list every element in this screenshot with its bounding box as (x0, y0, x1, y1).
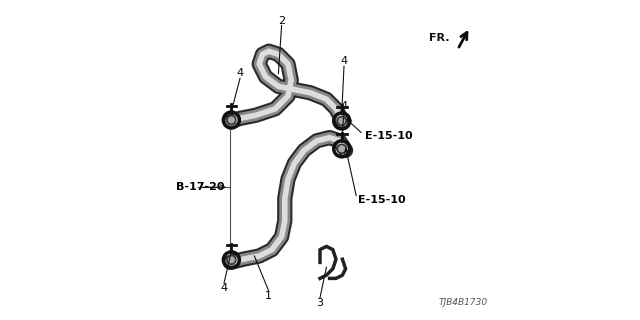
Text: 4: 4 (340, 56, 348, 66)
Text: E-15-10: E-15-10 (365, 131, 412, 141)
Circle shape (227, 116, 236, 124)
FancyArrowPatch shape (203, 185, 225, 189)
Circle shape (337, 116, 346, 125)
FancyArrowPatch shape (459, 32, 467, 47)
Text: 4: 4 (340, 101, 348, 111)
Text: 4: 4 (236, 68, 244, 78)
Text: 4: 4 (220, 283, 228, 293)
Text: 2: 2 (278, 16, 285, 26)
Text: FR.: FR. (429, 33, 450, 44)
FancyArrowPatch shape (344, 148, 356, 196)
Text: B-17-20: B-17-20 (176, 182, 225, 192)
Text: 3: 3 (317, 298, 323, 308)
Circle shape (337, 144, 346, 153)
Text: E-15-10: E-15-10 (358, 195, 406, 205)
Circle shape (227, 255, 236, 264)
Text: TJB4B1730: TJB4B1730 (438, 298, 488, 307)
Text: 1: 1 (266, 291, 272, 301)
FancyArrowPatch shape (347, 119, 361, 132)
